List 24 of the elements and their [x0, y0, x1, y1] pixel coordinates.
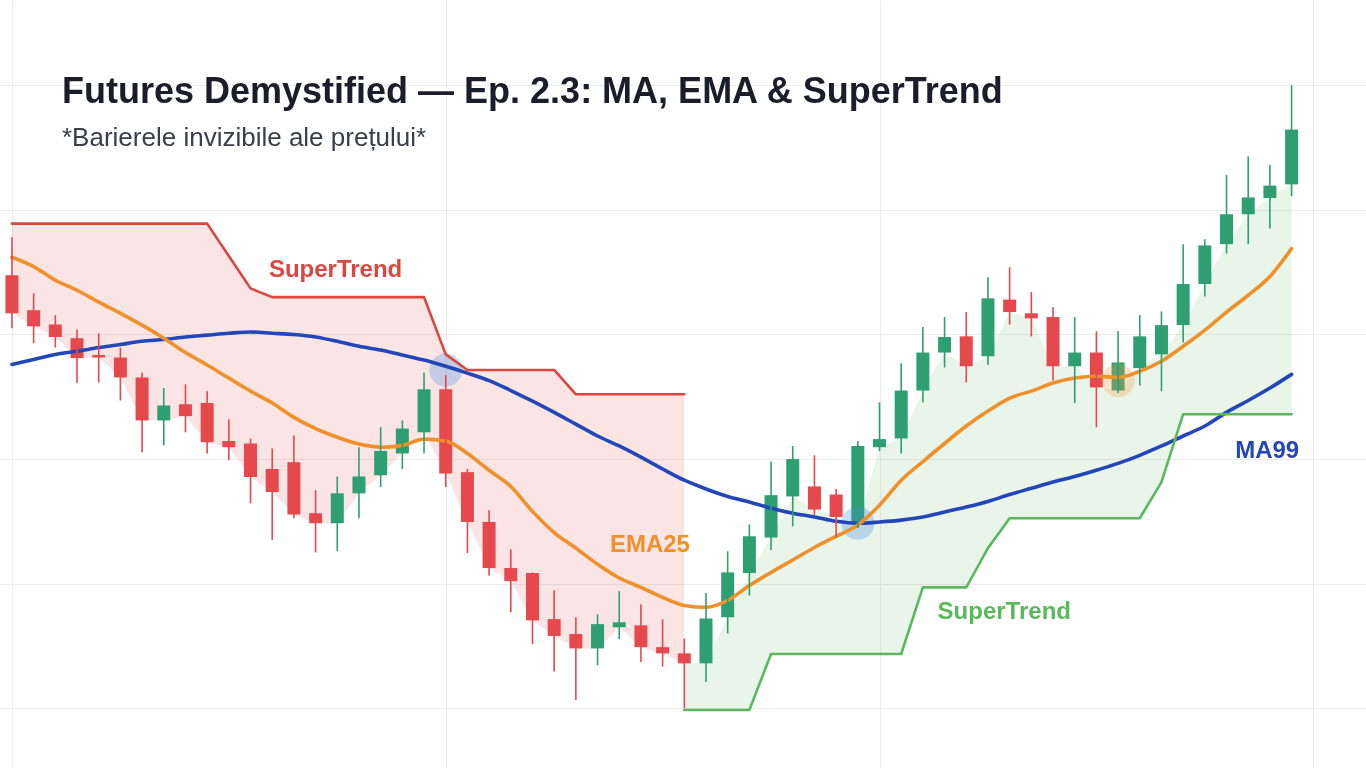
candlestick	[1154, 310, 1168, 392]
candlestick	[309, 489, 323, 554]
candlestick	[525, 571, 539, 645]
series-label: SuperTrend	[268, 255, 403, 283]
candlestick	[591, 613, 605, 667]
candlestick	[1285, 84, 1299, 197]
text: *Barierele invizibile ale prețului*	[62, 122, 427, 152]
candlestick	[460, 468, 474, 554]
series-label: EMA25	[609, 530, 690, 558]
candlestick	[1024, 291, 1038, 338]
candlestick	[873, 401, 886, 452]
candlestick	[938, 316, 952, 369]
series-label: SuperTrend	[937, 597, 1071, 625]
chart-title: Futures Demystified — Ep. 2.3: MA, EMA & SuperTrend	[62, 70, 1003, 111]
candlestick	[1220, 174, 1234, 255]
candlestick	[27, 292, 41, 344]
candlestick	[178, 383, 192, 434]
series-label: MA99	[1235, 435, 1300, 463]
candlestick	[807, 454, 821, 516]
candlestick	[92, 332, 106, 384]
candlestick	[244, 437, 258, 505]
candlestick	[677, 637, 691, 709]
candlestick	[374, 426, 388, 488]
candlestick	[742, 523, 756, 597]
